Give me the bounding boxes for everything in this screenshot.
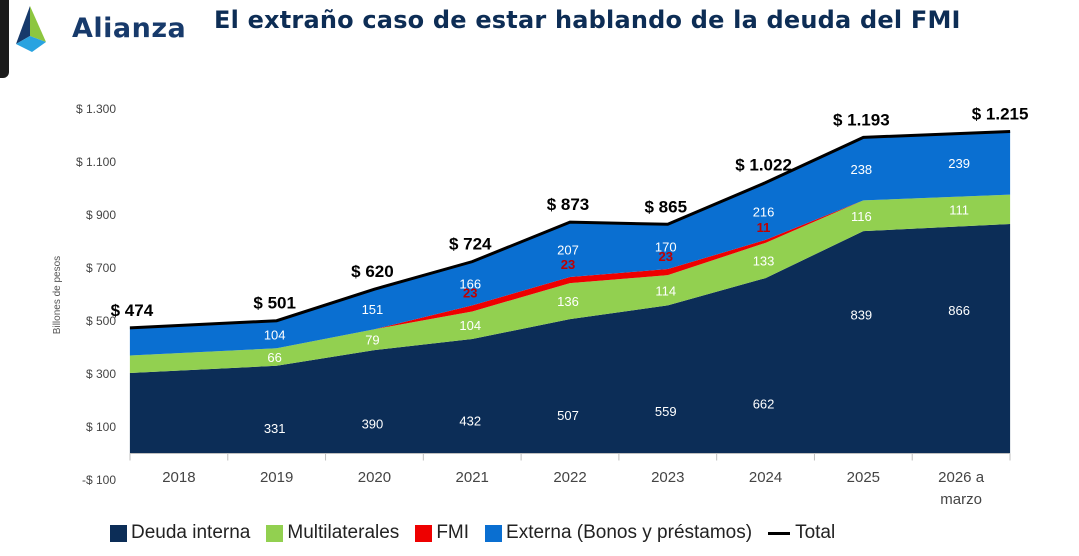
total-data-label: $ 620 [351, 262, 394, 281]
series-data-label: 559 [655, 404, 677, 419]
legend-label-total: Total [795, 522, 836, 543]
series-data-label: 866 [948, 303, 970, 318]
total-data-label: $ 1.215 [972, 105, 1029, 124]
legend-swatch-deuda-interna [110, 524, 127, 542]
legend-label-fmi: FMI [436, 522, 470, 543]
legend-label-multilaterales: Multilaterales [287, 522, 400, 543]
legend-item-externa: Externa (Bonos y préstamos) [485, 522, 752, 544]
x-tick-label: 2024 [749, 469, 782, 486]
series-data-label: 79 [365, 333, 379, 348]
series-data-label: 111 [949, 202, 969, 217]
series-data-label: 662 [753, 396, 775, 411]
series-data-label: 151 [362, 302, 384, 317]
total-data-label: $ 1.022 [735, 156, 792, 175]
total-data-label: $ 873 [547, 195, 590, 214]
left-edge-bar [0, 0, 9, 78]
x-tick-label: 2025 [847, 469, 880, 486]
y-tick-label: $ 700 [86, 261, 116, 275]
y-axis-title: Billones de pesos [52, 256, 63, 334]
y-tick-label: $ 300 [86, 367, 116, 381]
legend-swatch-total [768, 531, 791, 535]
legend-swatch-multilaterales [266, 524, 284, 542]
x-tick-label: 2019 [260, 469, 293, 486]
series-data-label: 170 [655, 240, 677, 255]
total-data-label: $ 724 [449, 235, 492, 254]
series-data-label: 23 [561, 257, 575, 272]
x-tick-label: 2020 [358, 469, 391, 486]
chart-legend: Deuda interna Multilaterales FMI Externa… [110, 522, 851, 544]
alianza-logo-icon [16, 6, 46, 52]
legend-item-fmi: FMI [415, 522, 469, 544]
series-data-label: 114 [655, 283, 676, 298]
y-tick-label: $ 1.300 [76, 102, 116, 116]
series-data-label: 331 [264, 421, 286, 436]
series-data-label: 216 [753, 204, 775, 219]
area-multilaterales [129, 194, 1011, 373]
series-data-label: 23 [659, 249, 673, 264]
series-data-label: 11 [757, 220, 771, 235]
series-data-label: 133 [753, 253, 775, 268]
legend-label-deuda-interna: Deuda interna [131, 522, 251, 543]
series-data-label: 507 [557, 408, 579, 423]
x-tick-label: 2018 [162, 469, 195, 486]
total-data-label: $ 865 [645, 197, 688, 216]
series-data-label: 104 [264, 328, 286, 343]
total-data-label: $ 501 [253, 294, 296, 313]
series-data-label: 66 [267, 350, 281, 365]
y-tick-label: $ 500 [86, 314, 116, 328]
alianza-logo: Alianza [12, 4, 186, 56]
series-data-label: 390 [362, 417, 384, 432]
legend-item-deuda-interna: Deuda interna [110, 522, 250, 544]
series-data-label: 207 [557, 243, 579, 258]
page-title: El extraño caso de estar hablando de la … [214, 6, 961, 34]
x-tick-label: 2023 [651, 469, 684, 486]
x-tick-label: 2026 a marzo [938, 469, 985, 508]
x-tick-label: 2022 [553, 469, 586, 486]
total-data-label: $ 474 [111, 301, 154, 320]
series-data-label: 116 [851, 209, 872, 224]
series-data-label: 839 [850, 308, 872, 323]
x-tick-label: 2021 [456, 469, 489, 486]
legend-item-multilaterales: Multilaterales [266, 522, 399, 544]
legend-label-externa: Externa (Bonos y préstamos) [506, 522, 753, 543]
legend-swatch-externa [485, 524, 503, 542]
logo-text: Alianza [72, 13, 187, 44]
y-tick-label: $ 100 [86, 420, 116, 434]
y-tick-label: $ 1.100 [76, 155, 116, 169]
y-tick-label: -$ 100 [82, 473, 116, 487]
series-data-label: 239 [948, 156, 970, 171]
area-externa [129, 131, 1011, 356]
total-line [129, 130, 1011, 330]
legend-swatch-fmi [415, 524, 433, 542]
y-tick-label: $ 900 [86, 208, 116, 222]
series-data-label: 166 [459, 276, 481, 291]
area-deuda-interna [129, 224, 1011, 454]
total-data-label: $ 1.193 [833, 110, 890, 129]
series-data-label: 432 [459, 413, 481, 428]
series-data-label: 238 [850, 162, 872, 177]
legend-item-total: Total [768, 522, 835, 544]
series-data-label: 136 [557, 294, 579, 309]
series-data-label: 104 [459, 318, 481, 333]
series-data-label: 23 [463, 285, 477, 300]
